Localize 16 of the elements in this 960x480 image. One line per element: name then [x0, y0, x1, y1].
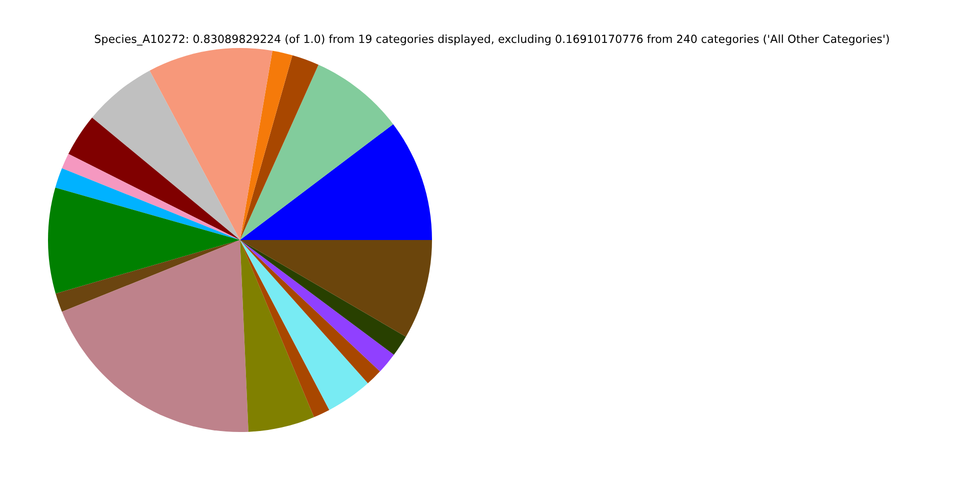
pie-slice	[150, 48, 272, 240]
pie-slice	[240, 240, 406, 355]
pie-slice	[92, 70, 240, 240]
text: Species_A10272: 0.83089829224 (of 1.0) from 19 categories displayed, excluding 0.16910170776 from 240 categories ('All Other Categories')	[94, 34, 889, 46]
pie-slice	[62, 240, 248, 432]
pie-slice	[240, 124, 432, 240]
pie-slice	[240, 50, 292, 240]
pie-slice	[240, 240, 314, 432]
pie-slice	[240, 55, 318, 240]
pie-slice	[48, 188, 240, 294]
pie-slice	[240, 64, 394, 240]
pie-slice	[55, 168, 240, 240]
pie-slice	[240, 240, 394, 372]
pie-slice	[62, 154, 240, 240]
pie-slice	[240, 240, 368, 410]
pie-slice	[68, 118, 240, 240]
